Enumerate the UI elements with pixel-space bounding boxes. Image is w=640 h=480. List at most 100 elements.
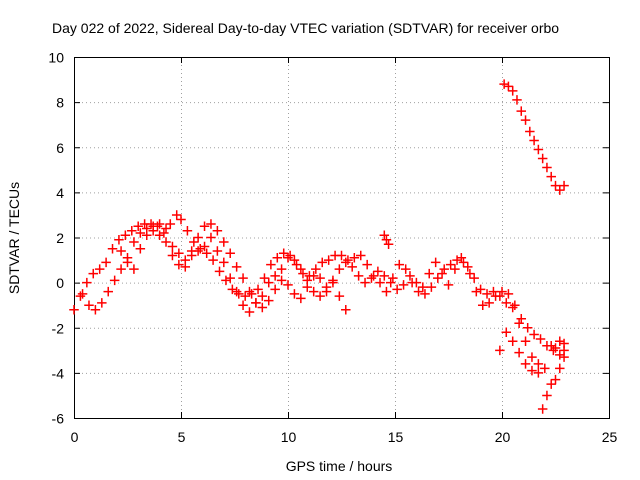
data-point: [238, 273, 248, 283]
data-point: [542, 162, 552, 173]
x-tick-label: 15: [388, 429, 404, 445]
data-point: [167, 241, 178, 252]
data-point: [488, 286, 499, 297]
data-point: [107, 244, 118, 254]
data-point: [349, 253, 360, 263]
data-point: [381, 286, 392, 297]
data-point: [142, 230, 152, 240]
data-point: [154, 219, 165, 229]
series-track-c: [116, 219, 550, 374]
grid: [74, 57, 609, 418]
data-point: [88, 268, 99, 279]
data-point: [514, 347, 524, 358]
data-point: [278, 248, 289, 259]
data-point: [484, 298, 494, 308]
data-point: [392, 284, 402, 295]
data-point: [214, 266, 225, 277]
data-point: [206, 219, 216, 229]
data-point: [546, 379, 556, 389]
data-point: [212, 225, 223, 236]
data-point: [360, 277, 370, 288]
data-point: [559, 338, 569, 349]
data-point: [114, 235, 124, 245]
y-tick-label: -2: [52, 320, 65, 336]
data-point: [321, 286, 332, 297]
x-tick-label: 10: [281, 429, 297, 445]
x-tick-label: 0: [71, 429, 79, 445]
data-point: [540, 363, 550, 374]
data-point: [148, 221, 158, 231]
data-point: [546, 171, 556, 182]
data-point: [426, 282, 437, 292]
data-point: [161, 237, 171, 247]
data-point: [189, 237, 199, 247]
data-point: [559, 180, 569, 191]
data-point: [353, 271, 364, 281]
data-point: [120, 230, 131, 240]
data-point: [77, 289, 88, 299]
data-point: [212, 246, 223, 256]
data-point: [328, 275, 338, 286]
data-point: [180, 255, 191, 265]
data-point: [443, 280, 454, 290]
data-point: [507, 302, 518, 313]
series-track-e: [495, 327, 569, 414]
data-point: [315, 273, 325, 283]
data-point: [171, 210, 182, 220]
y-tick-label: 6: [56, 140, 64, 156]
data-point: [411, 277, 422, 288]
data-point: [244, 307, 255, 317]
data-point: [219, 257, 229, 268]
data-point: [206, 232, 216, 243]
data-point: [495, 291, 505, 301]
data-point: [302, 275, 313, 286]
data-point: [445, 259, 456, 270]
data-point: [174, 259, 184, 270]
data-point: [379, 271, 390, 281]
data-point: [283, 280, 293, 290]
data-point: [347, 262, 357, 272]
data-point: [385, 277, 396, 288]
data-point: [317, 257, 327, 268]
data-point: [103, 286, 113, 297]
chart-title: Day 022 of 2022, Sidereal Day-to-day VTE…: [52, 20, 559, 36]
data-point: [507, 86, 518, 96]
data-point: [533, 144, 544, 155]
data-point: [418, 282, 428, 292]
series-track-d: [499, 79, 569, 195]
data-point: [257, 291, 268, 301]
data-point: [154, 230, 165, 240]
data-point: [501, 298, 512, 308]
x-tick-label: 5: [178, 429, 186, 445]
data-point: [437, 268, 447, 279]
data-point: [555, 185, 565, 195]
data-point: [161, 223, 171, 234]
data-point: [289, 289, 300, 299]
data-point: [520, 336, 531, 347]
y-tick-label: 0: [56, 275, 64, 291]
data-point: [375, 277, 385, 288]
data-point: [69, 304, 79, 315]
data-point: [97, 298, 107, 308]
data-point: [165, 219, 176, 229]
data-point: [208, 255, 218, 265]
data-point: [253, 284, 263, 295]
data-point: [559, 352, 569, 362]
data-point: [296, 264, 306, 274]
data-point: [383, 239, 394, 250]
data-point: [176, 214, 186, 225]
y-tick-label: -4: [52, 365, 65, 381]
data-point: [507, 336, 518, 347]
data-point: [516, 106, 527, 116]
data-point: [550, 180, 561, 191]
data-point: [420, 289, 430, 299]
data-point: [450, 264, 460, 274]
data-point: [520, 359, 531, 369]
data-point: [550, 343, 561, 353]
data-point: [129, 264, 139, 274]
data-point: [433, 273, 443, 283]
data-point: [537, 404, 548, 414]
data-point: [373, 266, 383, 277]
x-tick-label: 25: [602, 429, 618, 445]
